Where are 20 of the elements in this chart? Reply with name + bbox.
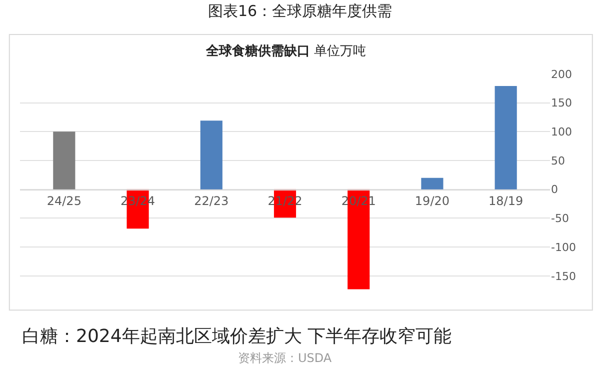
chart-title: 图表16：全球原糖年度供需: [208, 2, 392, 20]
chart-subtitle: 全球食糖供需缺口 单位万吨: [205, 43, 366, 59]
x-tick-label: 22/23: [194, 194, 229, 208]
x-tick-label: 19/20: [414, 194, 450, 208]
text: 白糖：2024年起南北区域价差扩大 下半年存收窄可能: [22, 326, 452, 347]
y-tick-label: -50: [551, 212, 569, 226]
y-tick-label: 150: [551, 96, 572, 110]
y-tick-label: -100: [551, 240, 576, 254]
text: 资料来源：USDA: [238, 351, 332, 365]
bar: [200, 120, 222, 190]
y-tick-label: -150: [551, 270, 576, 283]
y-tick-label: 0: [551, 183, 558, 196]
y-tick-label: 50: [551, 154, 565, 168]
bar: [421, 178, 444, 190]
bar: [53, 132, 76, 190]
x-tick-label: 24/25: [46, 194, 82, 208]
x-tick-label: 18/19: [488, 194, 524, 208]
y-tick-label: 100: [551, 126, 572, 138]
y-tick-label: 200: [551, 68, 572, 81]
bar: [494, 86, 517, 190]
